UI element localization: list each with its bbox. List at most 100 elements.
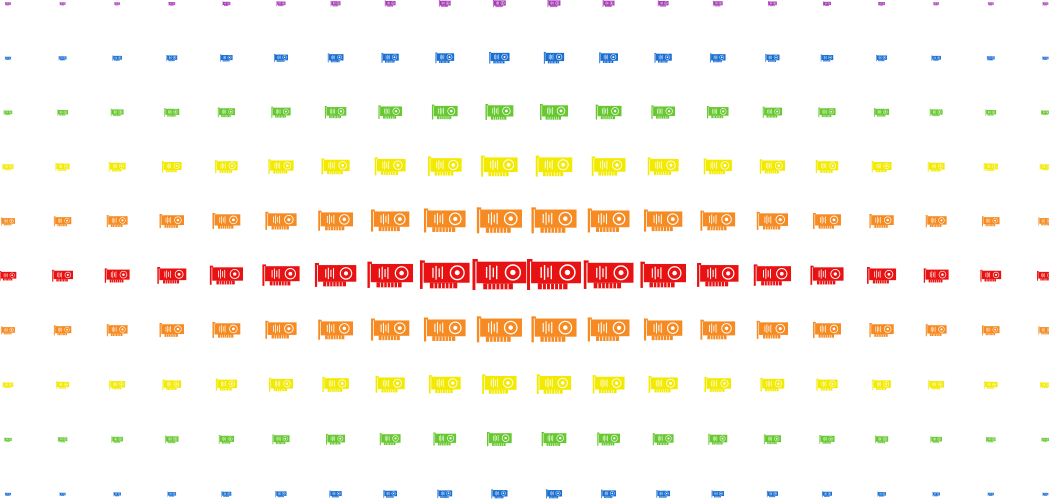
gpu-icon [583, 260, 634, 290]
gpu-icon [384, 0, 396, 7]
gpu-icon [592, 375, 625, 394]
gpu-icon [703, 158, 732, 175]
gpu-icon [218, 435, 235, 445]
gpu-icon [367, 261, 414, 289]
gpu-icon [57, 436, 68, 443]
gpu-icon [987, 2, 994, 6]
gpu-icon [108, 161, 126, 172]
gpu-icon [104, 268, 130, 284]
gpu-icon [326, 433, 346, 446]
gpu-icon [756, 320, 789, 340]
gpu-icon [215, 378, 238, 392]
gpu-icon [1038, 326, 1049, 335]
gpu-icon [541, 431, 567, 447]
gpu-icon [476, 207, 523, 234]
gpu-icon [419, 260, 470, 290]
gpu-icon [215, 160, 238, 174]
gpu-icon [1039, 163, 1049, 171]
gpu-icon [324, 105, 347, 119]
gpu-icon [269, 377, 293, 392]
gpu-icon [106, 324, 128, 337]
gpu-icon [644, 209, 683, 233]
gpu-icon [531, 207, 577, 234]
gpu-icon [756, 211, 789, 231]
gpu-icon [438, 0, 451, 8]
gpu-icon [318, 319, 354, 341]
gpu-icon [535, 155, 573, 178]
gpu-icon [375, 375, 405, 394]
gpu-icon [0, 217, 16, 226]
gpu-icon [700, 319, 736, 341]
gpu-icon [712, 0, 723, 7]
gpu-icon [374, 157, 406, 176]
gpu-icon [273, 53, 289, 63]
gpu-icon [489, 51, 510, 64]
gpu-icon [212, 212, 241, 230]
gpu-icon [987, 492, 994, 497]
gpu-icon [1038, 217, 1049, 226]
gpu-icon [876, 54, 888, 62]
gpu-icon [697, 262, 739, 288]
gpu-icon [599, 52, 619, 64]
gpu-icon [383, 490, 398, 499]
gpu-icon [220, 54, 233, 62]
gpu-icon [322, 376, 349, 393]
gpu-icon [925, 324, 947, 337]
gpu-icon [878, 1, 886, 6]
gpu-icon [1040, 382, 1049, 389]
gpu-icon [371, 318, 410, 342]
gpu-icon [486, 431, 512, 447]
gpu-icon [872, 379, 891, 391]
gpu-icon [983, 162, 998, 172]
gpu-icon [113, 492, 121, 497]
gpu-icon [539, 103, 569, 121]
gpu-icon [276, 1, 286, 7]
gpu-icon [431, 104, 458, 120]
gpu-icon [221, 491, 232, 498]
gpu-icon [657, 0, 669, 7]
gpu-icon [986, 55, 995, 61]
gpu-icon [816, 378, 838, 392]
gpu-icon [167, 491, 177, 497]
gpu-icon [209, 265, 244, 286]
gpu-icon [52, 269, 74, 283]
gpu-icon [329, 490, 342, 498]
gpu-icon [704, 376, 732, 393]
gpu-icon [2, 382, 14, 389]
gpu-icon [929, 108, 943, 117]
gpu-icon [767, 1, 777, 7]
gpu-icon [5, 492, 11, 497]
gpu-icon [601, 489, 617, 499]
gpu-icon [106, 215, 128, 228]
gpu-icon [164, 108, 180, 118]
gpu-icon [111, 436, 123, 444]
gpu-icon [321, 158, 350, 175]
gpu-icon [759, 159, 786, 175]
gpu-icon [314, 262, 357, 288]
gpu-icon [1042, 2, 1049, 6]
gpu-icon [53, 325, 72, 336]
gpu-icon [925, 215, 947, 228]
gpu-icon [762, 106, 783, 119]
gpu-icon [813, 212, 841, 230]
gpu-icon [476, 316, 523, 343]
gpu-icon [159, 214, 185, 229]
gpu-icon [485, 103, 514, 121]
gpu-icon [933, 2, 940, 6]
gpu-icon [874, 108, 890, 118]
gpu-icon [491, 489, 508, 499]
gpu-icon [602, 0, 615, 8]
gpu-icon [168, 1, 176, 6]
gpu-icon [818, 107, 836, 118]
gpu-icon [815, 160, 839, 174]
gpu-icon [217, 107, 236, 118]
gpu-icon [869, 323, 894, 338]
gpu-icon [4, 56, 12, 61]
gpu-icon [272, 434, 290, 445]
gpu-icon [708, 433, 728, 446]
gpu-icon [820, 54, 834, 62]
gpu-icon [378, 105, 403, 120]
gpu-icon [472, 258, 527, 291]
